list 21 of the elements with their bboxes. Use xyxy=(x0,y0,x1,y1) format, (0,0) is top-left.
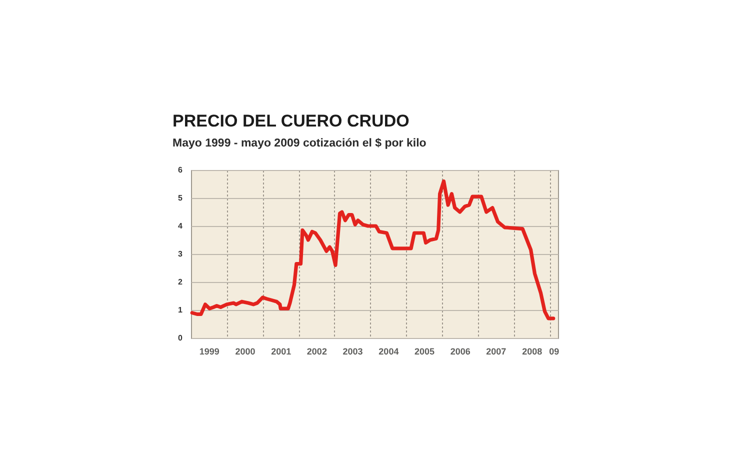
x-tick-label: 2000 xyxy=(235,346,256,356)
x-tick-label: 09 xyxy=(549,346,560,356)
y-tick-label: 1 xyxy=(178,306,184,314)
y-tick-label: 0 xyxy=(178,334,184,342)
y-tick-label: 5 xyxy=(178,194,184,202)
x-tick-label: 2003 xyxy=(342,346,363,356)
chart-subtitle: Mayo 1999 - mayo 2009 cotización el $ por kilo xyxy=(172,138,426,150)
y-tick-label: 2 xyxy=(178,278,184,286)
y-tick-label: 4 xyxy=(178,222,184,230)
x-tick-label: 1999 xyxy=(199,346,220,356)
chart-title: PRECIO DEL CUERO CRUDO xyxy=(172,112,410,130)
x-tick-label: 2005 xyxy=(414,346,435,356)
x-tick-label: 2001 xyxy=(271,346,292,356)
x-tick-label: 2007 xyxy=(486,346,506,356)
line-series xyxy=(190,179,556,320)
x-tick-label: 2008 xyxy=(522,346,542,356)
x-tick-label: 2002 xyxy=(306,346,327,356)
x-tick-label: 2006 xyxy=(450,346,470,356)
y-tick-label: 3 xyxy=(178,250,184,258)
y-tick-label: 6 xyxy=(178,166,184,174)
x-tick-label: 2004 xyxy=(378,346,399,356)
